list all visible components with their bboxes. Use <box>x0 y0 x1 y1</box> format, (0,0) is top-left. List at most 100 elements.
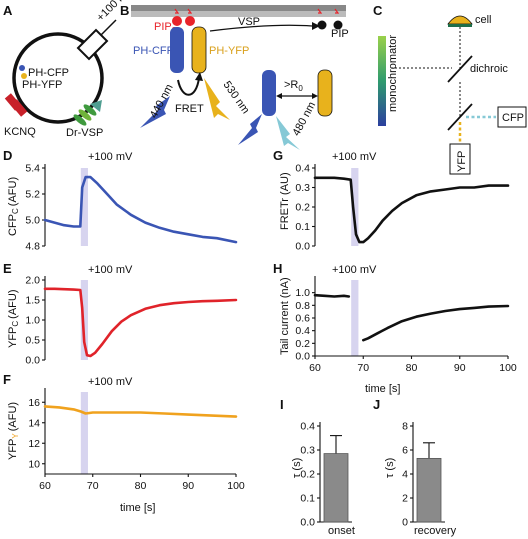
dr-vsp-icon <box>73 100 102 126</box>
y-tick-label-h-3: 0.4 <box>295 325 310 337</box>
y-tick-label-g-4: 0.0 <box>295 241 310 253</box>
panel-i: I τ (s) onset 0.4 0.3 0.2 0.1 0.0 <box>280 397 355 537</box>
panel-letter-g: G <box>273 148 283 163</box>
y-tick-label-g-3: 0.1 <box>295 221 310 233</box>
kcnq-channel-icon <box>4 93 28 117</box>
panel-letter-d: D <box>3 148 12 163</box>
dr-vsp-label: Dr-VSP <box>66 127 103 139</box>
yfp-label: YFP <box>456 151 468 172</box>
y-tick-label-j-2: 4 <box>402 469 408 481</box>
panel-letter-c: C <box>373 3 383 18</box>
panel-letter-h: H <box>273 261 282 276</box>
ylabel-h: Tail current (nA) <box>279 277 291 355</box>
y-tick-label-i-1: 0.3 <box>300 445 315 457</box>
y-tick-label-h-2: 0.6 <box>295 313 310 325</box>
x-tick-label-h-2: 80 <box>406 362 418 374</box>
panel-letter-f: F <box>3 372 11 387</box>
patch-pipette <box>76 28 109 61</box>
y-tick-label-f-2: 12 <box>28 438 40 450</box>
y-tick-label-i-3: 0.1 <box>300 493 315 505</box>
cell-label: cell <box>475 14 492 26</box>
ph-yfp-label: PH-YFP <box>209 45 249 57</box>
y-tick-label-j-0: 8 <box>402 421 408 433</box>
kcnq-label: KCNQ <box>4 126 36 138</box>
em-480-label: 480 nm <box>290 100 318 138</box>
stim-label-f: +100 mV <box>88 376 133 388</box>
y-tick-label-g-0: 0.4 <box>295 163 310 175</box>
pip2-headgroup-2 <box>185 16 195 26</box>
pip-headgroup-2 <box>333 20 343 30</box>
dichroic-mirror-2 <box>447 103 473 131</box>
stim-label-h: +100 mV <box>332 264 377 276</box>
ylabel-e: YFPC(AFU) <box>7 289 20 348</box>
stim-box-e <box>80 280 88 360</box>
xlabel-j: recovery <box>414 525 457 537</box>
trace-f-0 <box>43 405 238 418</box>
excitation-bolt-2 <box>238 114 262 145</box>
panel-h: H +100 mV Tail current (nA) time [s] 1.0… <box>273 261 517 395</box>
y-tick-label-j-4: 0 <box>402 517 408 529</box>
panel-a: A +100 mV PH-CFP PH-YFP KCNQ Dr-VSP <box>3 0 135 139</box>
panel-e: E +100 mV YFPC(AFU) 2.0 1.5 1.0 0.5 0.0 <box>3 261 238 367</box>
excitation-bolt-1 <box>140 96 170 128</box>
ylabel-d: CFPC(AFU) <box>7 177 20 236</box>
monochromator-icon <box>378 36 386 126</box>
dichroic-label: dichroic <box>470 63 508 75</box>
stim-box-g <box>351 168 359 246</box>
y-tick-label-d-2: 5.0 <box>25 215 40 227</box>
stim-label-e: +100 mV <box>88 264 133 276</box>
monochromator-label: monochromator <box>387 35 399 112</box>
y-tick-label-g-2: 0.2 <box>295 202 310 214</box>
y-tick-label-f-0: 16 <box>28 397 40 409</box>
y-tick-label-d-1: 5.2 <box>25 189 40 201</box>
lipid-tails <box>174 8 340 14</box>
ph-yfp-shape <box>191 26 207 74</box>
bar-i <box>323 453 349 523</box>
y-tick-label-j-3: 2 <box>402 493 408 505</box>
y-tick-label-e-3: 0.5 <box>25 335 40 347</box>
trace-h-1 <box>361 304 510 342</box>
ph-yfp-dot <box>21 73 27 79</box>
x-tick-label-f-3: 90 <box>182 480 194 492</box>
trace-e-0 <box>43 287 238 358</box>
vsp-arrow <box>209 24 313 32</box>
r0-label: >R0 <box>284 79 303 93</box>
y-tick-label-f-1: 14 <box>28 417 40 429</box>
trace-h-0 <box>313 293 351 298</box>
x-tick-label-h-4: 100 <box>499 362 517 374</box>
cell-icon <box>447 15 473 25</box>
panel-b: B PIP2 PIP VSP PH-CFP PH-YFP FRET 440 nm… <box>120 3 349 150</box>
y-tick-label-h-0: 1.0 <box>295 287 310 299</box>
trace-d-0 <box>43 175 238 244</box>
y-tick-label-e-2: 1.0 <box>25 315 40 327</box>
em-530-label: 530 nm <box>221 79 252 116</box>
cfp-label: CFP <box>502 112 524 124</box>
y-tick-label-i-0: 0.4 <box>300 421 315 433</box>
panel-letter-a: A <box>3 3 13 18</box>
y-tick-label-e-4: 0.0 <box>25 355 40 367</box>
panel-c: C monochromator cell dichroic CFP YFP <box>373 3 527 175</box>
ph-yfp-shape-unbound <box>317 69 333 117</box>
y-tick-label-i-4: 0.0 <box>300 517 315 529</box>
emission-bolt-yfp <box>204 78 230 120</box>
fret-arrow <box>177 77 200 96</box>
x-tick-label-f-1: 70 <box>87 480 99 492</box>
panel-f: F +100 mV YFPY(AFU) time [s] 16 14 12 10 60 7… <box>3 372 245 514</box>
y-tick-label-d-0: 5.4 <box>25 163 40 175</box>
panel-d: D +100 mV CFPC(AFU) 5.4 5.2 5.0 4.8 <box>3 148 238 253</box>
ylabel-f: YFPY(AFU) <box>7 402 20 460</box>
stim-box-h <box>351 280 359 356</box>
distance-arrowhead-right <box>312 93 318 99</box>
yfp-detector <box>449 143 471 175</box>
emission-bolt-cfp <box>276 116 300 150</box>
trace-g-0 <box>313 176 510 244</box>
vsp-arrowhead <box>312 22 320 30</box>
dichroic-mirror-1 <box>447 55 473 83</box>
y-tick-label-e-1: 1.5 <box>25 295 40 307</box>
membrane-inner <box>131 11 346 17</box>
y-tick-label-i-2: 0.2 <box>300 469 315 481</box>
ylabel-i: τ (s) <box>291 458 303 478</box>
fret-label: FRET <box>175 103 204 115</box>
ylabel-g: FRETr (AU) <box>279 172 291 230</box>
